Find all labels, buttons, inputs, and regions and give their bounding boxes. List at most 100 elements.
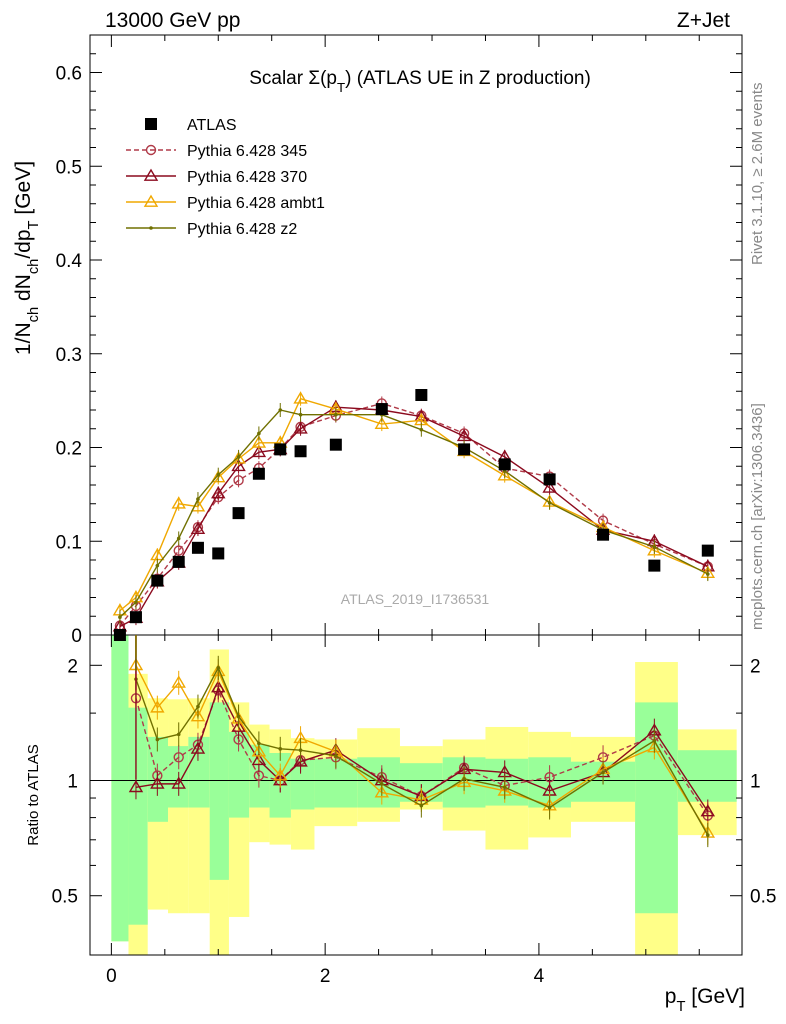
- ratio-data-point: [173, 752, 184, 763]
- data-point: [456, 428, 472, 442]
- atlas-data-point: [543, 473, 556, 486]
- ratio-data-point: [171, 776, 186, 789]
- ratio-data-point: [251, 744, 267, 757]
- data-point: [211, 470, 226, 483]
- ratio-data-point: [273, 768, 288, 781]
- data-point: [233, 475, 244, 486]
- chart-title: Scalar Σ(pT) (ATLAS UE in Z production): [249, 68, 591, 95]
- data-point: [236, 455, 241, 459]
- ratio-y-axis-label: Ratio to ATLAS: [25, 744, 42, 845]
- ratio-data-point: [293, 754, 308, 767]
- data-point: [216, 472, 221, 477]
- x-tick-label: 2: [320, 966, 331, 987]
- ratio-data-point: [231, 719, 246, 732]
- ratio-data-point: [196, 704, 200, 709]
- data-point: [705, 572, 710, 576]
- ratio-data-point: [216, 666, 221, 670]
- inner-band-bin: [209, 702, 229, 880]
- atlas-data-point: [274, 443, 287, 456]
- atlas-data-point: [129, 611, 142, 624]
- ratio-data-point: [298, 748, 303, 753]
- ratio-data-point: [278, 747, 283, 751]
- ratio-data-point: [547, 805, 552, 810]
- data-point: [155, 563, 160, 568]
- series-line: [119, 397, 709, 612]
- ratio-data-point: [705, 833, 710, 837]
- data-point: [231, 458, 246, 472]
- data-point: [334, 412, 338, 417]
- rivet-label: Rivet 3.1.10, ≥ 2.6M events: [749, 82, 766, 266]
- ratio-uncertainty-bands: [111, 635, 737, 955]
- atlas-data-point: [458, 443, 471, 456]
- main-y-tick-label: 0.1: [56, 532, 82, 553]
- ratio-y-tick-label: 2: [67, 656, 78, 677]
- mcplots-label: mcplots.cern.ch [arXiv:1306.3436]: [749, 403, 766, 630]
- ratio-data-point: [236, 714, 241, 719]
- atlas-data-point: [498, 458, 511, 471]
- legend-label: Pythia 6.428 370: [187, 169, 307, 186]
- inner-band-bin: [635, 702, 678, 914]
- data-point: [652, 545, 657, 549]
- ratio-data-point: [211, 680, 226, 693]
- legend-label: Pythia 6.428 345: [187, 143, 307, 160]
- main-y-tick-label: 0.4: [56, 251, 83, 272]
- atlas-data-point: [648, 559, 661, 572]
- ratio-data-point: [150, 776, 165, 789]
- data-point: [293, 421, 308, 434]
- ratio-y-tick-label-right: 0.5: [750, 887, 776, 908]
- ratio-data-point: [257, 741, 261, 746]
- ratio-data-point: [379, 782, 384, 786]
- ratio-series-line: [135, 666, 709, 836]
- main-series-group: [112, 389, 716, 641]
- inner-band-bin: [188, 736, 210, 808]
- ratio-data-point: [128, 779, 144, 793]
- data-point: [173, 545, 184, 556]
- main-plot-frame: 0 0.1 0.2 0.3 0.4 0.5 0.6: [56, 34, 743, 647]
- ratio-data-point: [190, 709, 206, 722]
- ratio-series-line: [135, 685, 709, 812]
- ratio-series-group: [128, 635, 716, 848]
- atlas-data-point: [415, 389, 428, 401]
- legend-marker: [149, 226, 153, 230]
- inner-band-bin: [228, 731, 250, 818]
- ratio-data-point: [155, 737, 160, 742]
- data-point: [251, 435, 267, 448]
- ratio-data-point: [171, 675, 186, 688]
- legend-marker: [145, 144, 157, 156]
- series-line: [119, 409, 709, 618]
- atlas-data-point: [701, 544, 714, 557]
- watermark: ATLAS_2019_I1736531: [341, 591, 490, 607]
- legend: ATLAS Pythia 6.428 345 Pythia 6.428 370 Pyt…: [126, 117, 325, 238]
- ratio-data-point: [334, 754, 338, 758]
- legend-marker: [145, 118, 157, 130]
- x-tick-label: 0: [106, 966, 117, 987]
- legend-marker: [143, 168, 159, 181]
- ratio-data-point: [700, 804, 716, 817]
- legend-label: ATLAS: [187, 117, 237, 134]
- data-point: [647, 543, 662, 556]
- ratio-y-tick-label-right: 2: [750, 656, 761, 677]
- ratio-data-point: [176, 732, 181, 737]
- data-point: [293, 391, 308, 404]
- ratio-data-point: [150, 700, 165, 713]
- legend-label: Pythia 6.428 ambt1: [187, 195, 325, 212]
- data-point: [257, 431, 261, 436]
- data-point: [118, 615, 122, 619]
- main-y-axis-label: 1/Nch dNch/dpT [GeV]: [12, 161, 42, 355]
- data-point: [278, 408, 283, 412]
- atlas-data-point: [212, 547, 225, 560]
- data-point: [497, 468, 512, 481]
- x-tick-label: 4: [534, 966, 545, 987]
- ratio-data-point: [419, 803, 424, 808]
- data-point: [547, 501, 552, 505]
- atlas-data-point: [252, 467, 265, 480]
- ratio-data-point: [652, 738, 657, 743]
- data-point: [542, 480, 557, 493]
- atlas-data-point: [329, 438, 342, 451]
- header-right: Z+Jet: [677, 9, 730, 32]
- data-point: [171, 496, 186, 509]
- data-point: [298, 412, 303, 417]
- ratio-data-point: [374, 785, 390, 798]
- data-point: [176, 536, 181, 541]
- data-point: [374, 416, 390, 429]
